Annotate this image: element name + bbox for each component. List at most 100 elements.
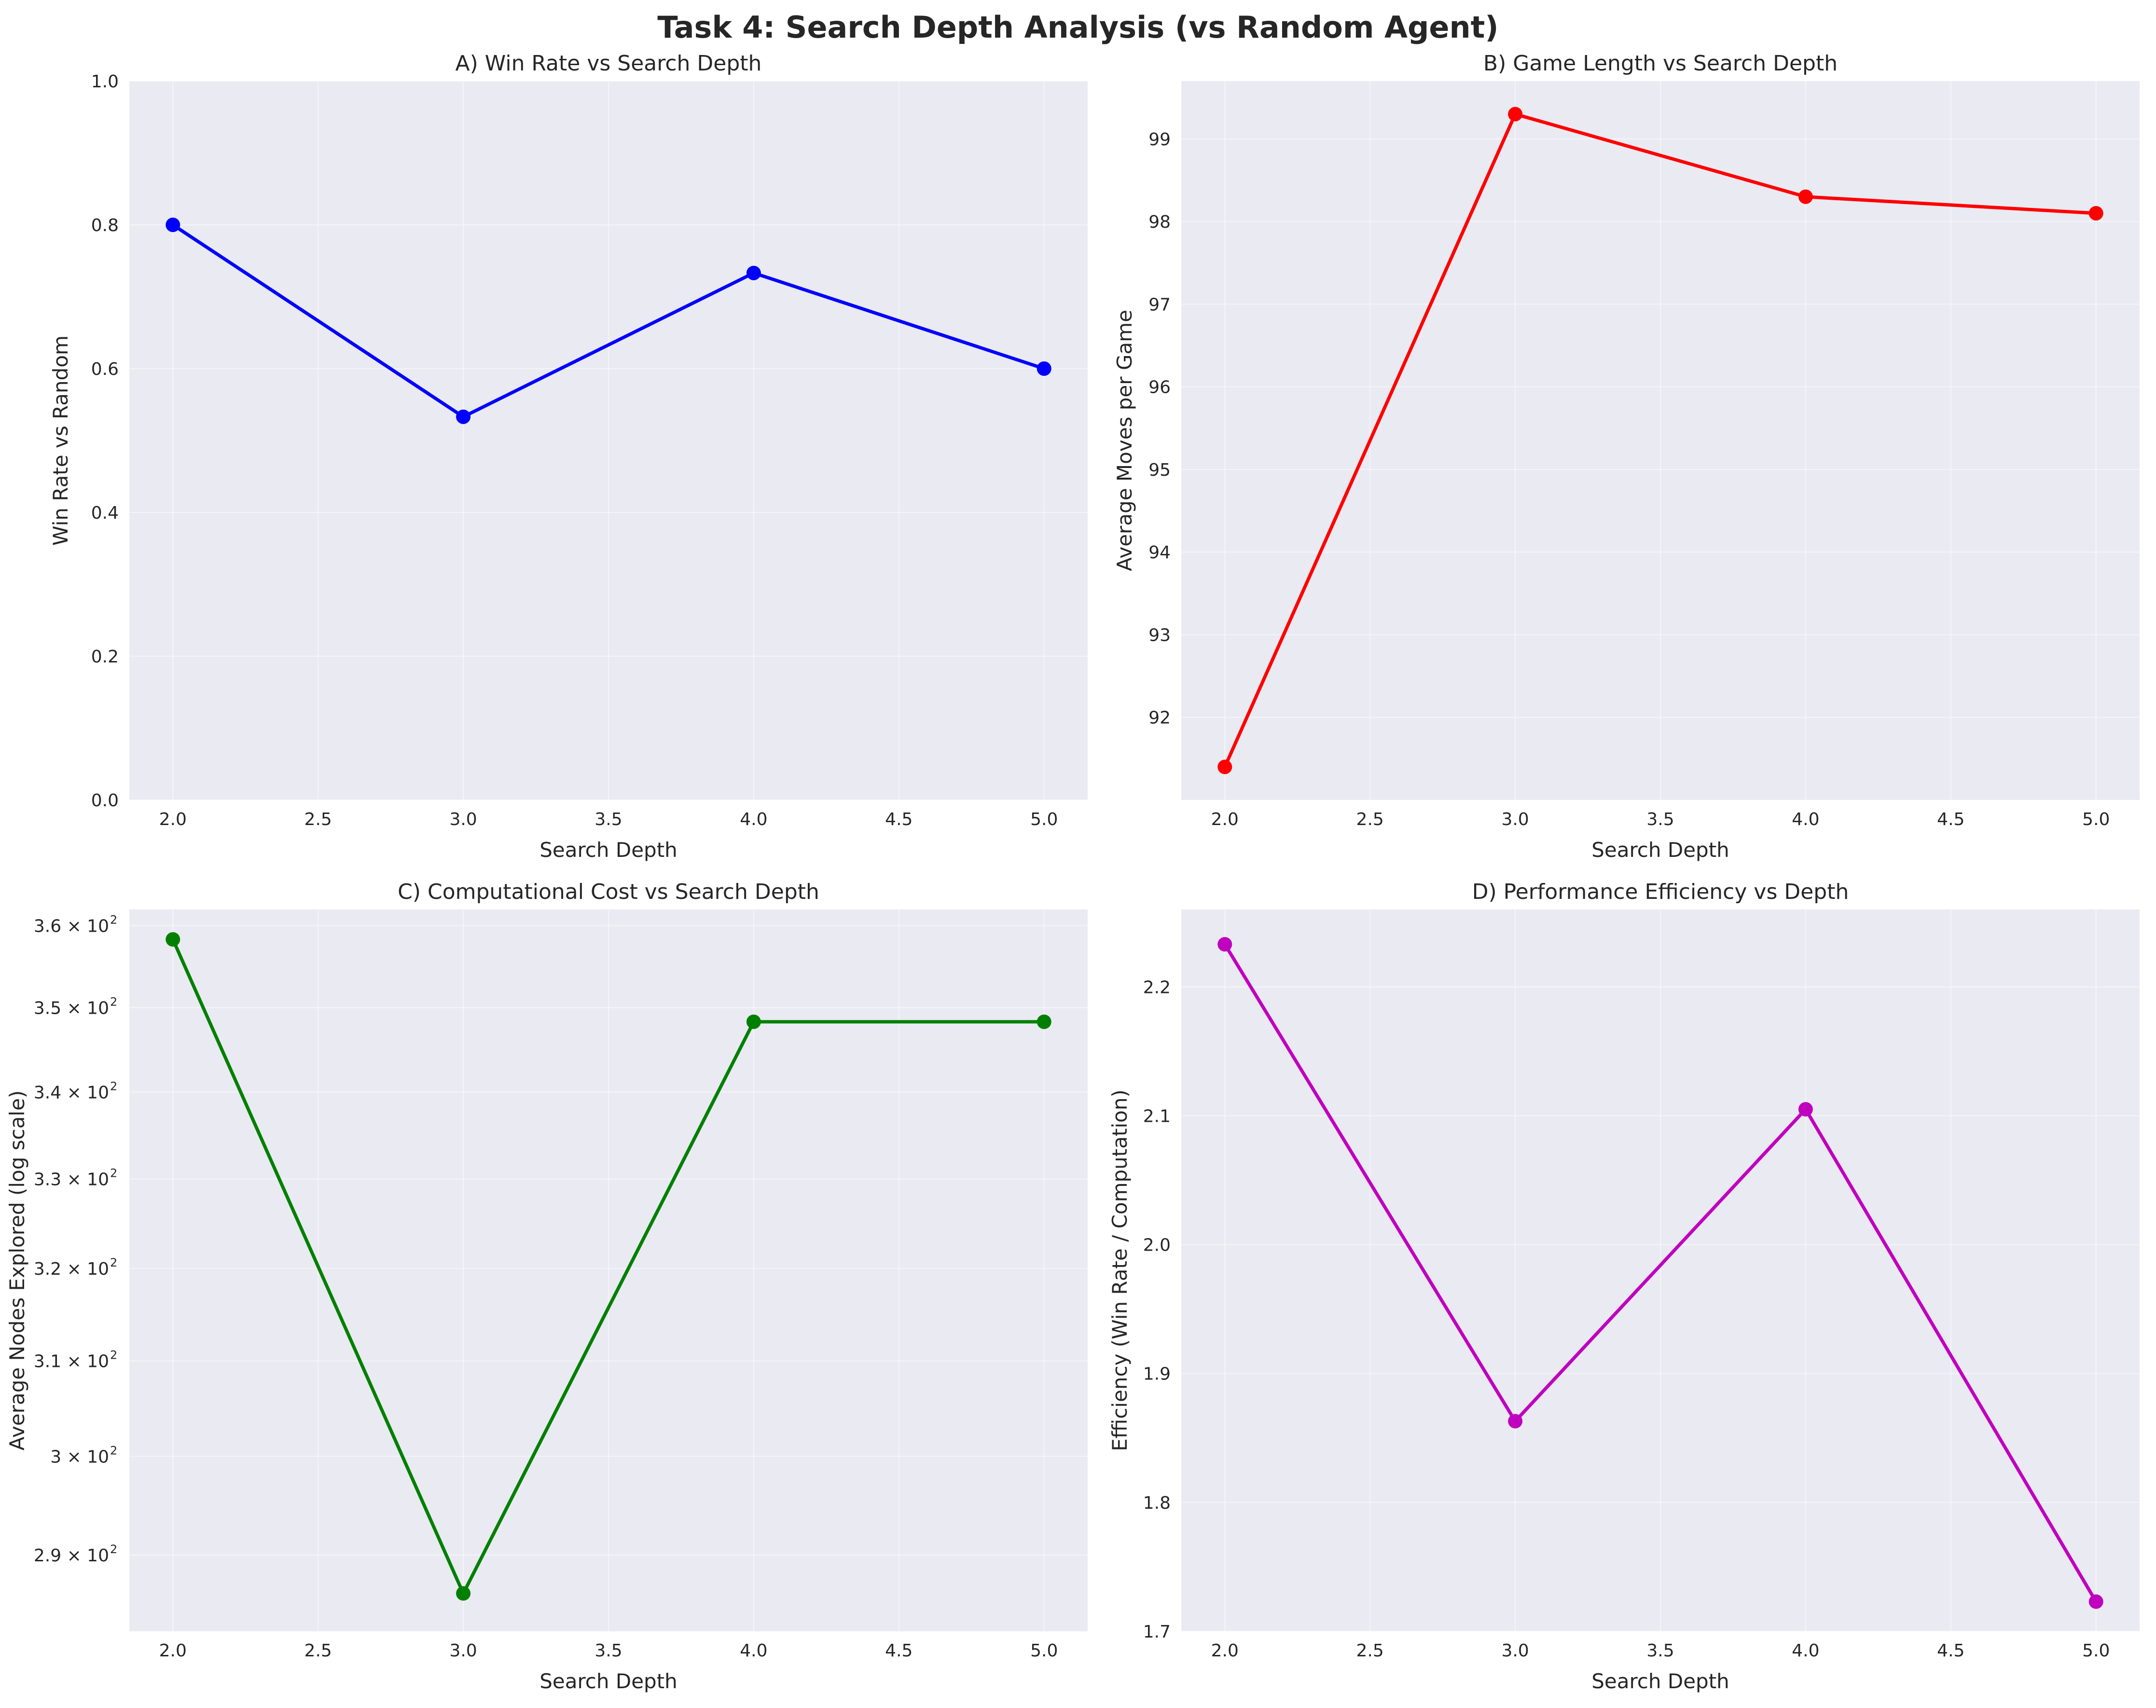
- x-tick-label: 2.5: [304, 1641, 332, 1661]
- y-tick-label: 3.4 × 10: [34, 1083, 109, 1102]
- x-tick-label: 5.0: [1030, 1641, 1058, 1661]
- y-tick-label: 2.1: [1143, 1106, 1171, 1126]
- y-tick-exponent: 2: [110, 1444, 117, 1457]
- x-tick-label: 4.0: [1792, 810, 1819, 829]
- x-tick-label: 3.0: [449, 810, 477, 829]
- data-point: [746, 1014, 761, 1029]
- y-axis-label: Average Moves per Game: [1113, 310, 1136, 571]
- y-tick-label: 95: [1148, 460, 1171, 480]
- x-tick-label: 3.5: [594, 810, 622, 829]
- y-tick-label: 0.0: [91, 791, 119, 811]
- data-point: [456, 409, 471, 424]
- y-tick-label: 2.9 × 10: [34, 1546, 109, 1566]
- y-tick-label: 3.6 × 10: [34, 916, 109, 936]
- data-point: [1037, 361, 1051, 376]
- x-tick-label: 3.5: [1646, 1641, 1674, 1661]
- series-line: [171, 223, 1046, 419]
- x-tick-label: 4.5: [1937, 1641, 1964, 1661]
- data-point: [1037, 1014, 1051, 1029]
- x-tick-label: 2.0: [1211, 1641, 1239, 1661]
- y-tick-exponent: 2: [110, 1256, 117, 1269]
- x-tick-label: 2.0: [1211, 810, 1239, 829]
- x-tick-label: 2.5: [304, 810, 332, 829]
- y-tick-exponent: 2: [110, 1349, 117, 1362]
- panel-c: 2.0 2.5 3.0 3.5 4.0 4.5 5.02.9 × 10 23 × 10 23.1…: [5, 880, 1088, 1693]
- x-tick-label: 3.5: [594, 1641, 622, 1661]
- y-tick-exponent: 2: [110, 995, 117, 1008]
- y-tick-exponent: 2: [110, 1543, 117, 1556]
- series-line: [1223, 942, 2098, 1604]
- x-tick-label: 5.0: [1030, 810, 1058, 829]
- data-point: [166, 218, 180, 232]
- x-tick-label: 4.0: [1792, 1641, 1819, 1661]
- y-tick-label: 93: [1148, 625, 1171, 645]
- x-axis-label: Search Depth: [1591, 838, 1729, 862]
- y-tick-label: 3.5 × 10: [34, 998, 109, 1018]
- y-tick-label: 98: [1148, 212, 1171, 232]
- y-tick-label: 2.0: [1143, 1236, 1171, 1255]
- x-tick-label: 5.0: [2082, 810, 2110, 829]
- y-tick-label: 1.7: [1143, 1622, 1171, 1642]
- y-tick-label: 0.2: [91, 647, 119, 667]
- y-tick-exponent: 2: [110, 1079, 117, 1093]
- y-tick-label: 0.8: [91, 216, 119, 235]
- y-axis-label: Efficiency (Win Rate / Computation): [1108, 1089, 1132, 1451]
- x-tick-label: 4.5: [1937, 810, 1964, 829]
- x-tick-label: 2.5: [1356, 1641, 1384, 1661]
- x-tick-label: 4.0: [740, 810, 767, 829]
- panel-d: 2.0 2.5 3.0 3.5 4.0 4.5 5.0 1.7 1.8 1.9 2.0 2.1 2.2 D…: [1108, 880, 2140, 1693]
- y-tick-label: 1.8: [1143, 1493, 1171, 1513]
- x-axis-label: Search Depth: [1591, 1669, 1729, 1693]
- x-tick-label: 2.0: [159, 1641, 187, 1661]
- x-axis-label: Search Depth: [539, 1669, 677, 1693]
- data-point: [1217, 937, 1232, 952]
- y-axis-label: Win Rate vs Random: [49, 335, 72, 546]
- data-point: [1798, 1102, 1813, 1117]
- panel-title: A) Win Rate vs Search Depth: [456, 51, 762, 76]
- y-tick-label: 94: [1148, 543, 1171, 563]
- panel-title: C) Computational Cost vs Search Depth: [398, 880, 819, 904]
- panel-title: B) Game Length vs Search Depth: [1483, 51, 1838, 76]
- panel-a: 2.0 2.5 3.0 3.5 4.0 4.5 5.0 0.0 0.2 0.4 0.6 0.8 1.0 A…: [49, 51, 1088, 862]
- panel-b: 2.0 2.5 3.0 3.5 4.0 4.5 5.0 92 93 94 95 96 97 98 99 B) …: [1113, 51, 2140, 862]
- y-tick-label: 1.0: [91, 72, 119, 92]
- y-tick-label: 97: [1148, 295, 1171, 315]
- panel-title: D) Performance Efficiency vs Depth: [1472, 880, 1849, 904]
- data-point: [746, 265, 761, 280]
- y-tick-label: 3.1 × 10: [34, 1352, 109, 1372]
- y-tick-exponent: 2: [110, 1166, 117, 1180]
- x-tick-label: 3.0: [449, 1641, 477, 1661]
- x-tick-label: 3.0: [1501, 810, 1529, 829]
- x-tick-label: 4.0: [740, 1641, 767, 1661]
- series-line: [171, 937, 1046, 1595]
- y-tick-label: 2.2: [1143, 978, 1171, 997]
- y-tick-label: 92: [1148, 708, 1171, 728]
- x-tick-label: 4.5: [885, 1641, 912, 1661]
- series-line: [1223, 112, 2098, 769]
- x-tick-label: 4.5: [885, 810, 912, 829]
- y-tick-label: 96: [1148, 378, 1171, 398]
- data-point: [1798, 189, 1813, 204]
- y-axis-label: Average Nodes Explored (log scale): [5, 1090, 29, 1451]
- data-point: [2088, 206, 2103, 221]
- y-tick-label: 0.6: [91, 359, 119, 379]
- x-tick-label: 2.0: [159, 810, 187, 829]
- data-point: [456, 1586, 471, 1601]
- y-tick-label: 99: [1148, 130, 1171, 150]
- y-tick-exponent: 2: [110, 913, 117, 926]
- x-tick-label: 2.5: [1356, 810, 1384, 829]
- data-point: [1508, 1414, 1523, 1429]
- y-tick-label: 3.3 × 10: [34, 1170, 109, 1189]
- data-point: [166, 932, 180, 947]
- y-tick-label: 1.9: [1143, 1364, 1171, 1384]
- figure-title: Task 4: Search Depth Analysis (vs Random…: [657, 10, 1498, 45]
- x-tick-label: 5.0: [2082, 1641, 2110, 1661]
- x-tick-label: 3.0: [1501, 1641, 1529, 1661]
- x-tick-label: 3.5: [1646, 810, 1674, 829]
- data-point: [2088, 1594, 2103, 1609]
- data-point: [1508, 107, 1523, 122]
- y-tick-label: 0.4: [91, 503, 119, 523]
- y-tick-label: 3.2 × 10: [34, 1259, 109, 1279]
- y-tick-label: 3 × 10: [50, 1447, 109, 1467]
